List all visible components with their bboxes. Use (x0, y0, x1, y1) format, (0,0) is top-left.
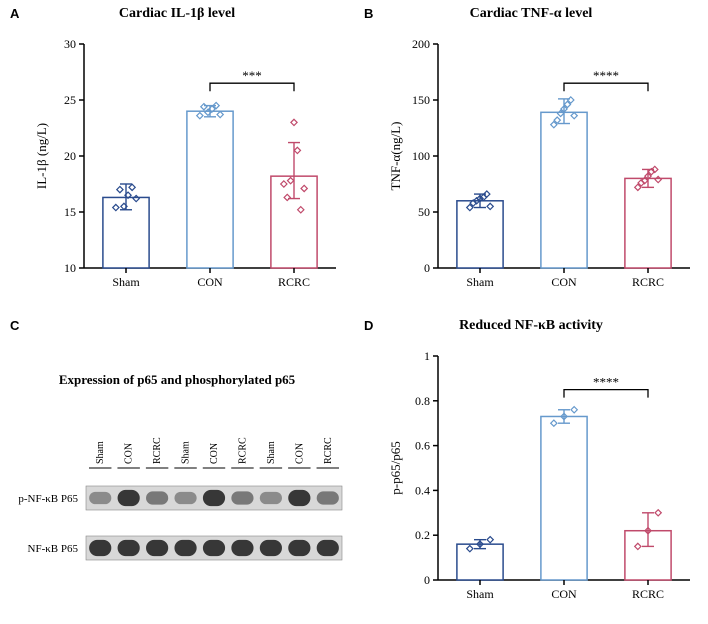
svg-text:CON: CON (209, 443, 220, 464)
svg-text:****: **** (593, 68, 619, 83)
svg-text:50: 50 (418, 205, 430, 219)
panel-d: D Reduced NF-κB activity 0 0.2 0.4 0.6 0.8 1 p… (354, 312, 708, 624)
panel-b-chart: 0 50 100 150 200 TNF-α(ng/L) Sham CON RCRC **** (382, 28, 702, 304)
svg-text:RCRC: RCRC (237, 437, 248, 464)
panel-a-title: Cardiac IL-1β level (0, 6, 354, 22)
svg-text:Sham: Sham (181, 441, 192, 464)
svg-text:20: 20 (64, 149, 76, 163)
svg-text:0: 0 (424, 261, 430, 275)
svg-text:Sham: Sham (95, 441, 106, 464)
svg-text:100: 100 (412, 149, 430, 163)
svg-text:Sham: Sham (466, 275, 494, 289)
figure-grid: A Cardiac IL-1β level 1015202530IL-1β (n… (0, 0, 708, 624)
svg-text:RCRC: RCRC (632, 587, 664, 601)
svg-text:RCRC: RCRC (632, 275, 664, 289)
svg-text:TNF-α(ng/L): TNF-α(ng/L) (388, 122, 403, 191)
svg-text:1: 1 (424, 349, 430, 363)
svg-text:RCRC: RCRC (278, 275, 310, 289)
panel-a: A Cardiac IL-1β level 10 15 20 25 30 IL-1β (n… (0, 0, 354, 312)
svg-text:CON: CON (551, 275, 577, 289)
svg-text:Sham: Sham (266, 441, 277, 464)
svg-text:CON: CON (124, 443, 135, 464)
svg-text:RCRC: RCRC (152, 437, 163, 464)
svg-text:IL-1β (ng/L): IL-1β (ng/L) (34, 123, 49, 189)
svg-text:***: *** (242, 68, 262, 83)
svg-text:30: 30 (64, 37, 76, 51)
svg-text:0: 0 (424, 573, 430, 587)
panel-a-chart: 10 15 20 25 30 IL-1β (ng/L) Sham CON RCRC *** (28, 28, 348, 304)
svg-text:200: 200 (412, 37, 430, 51)
svg-text:CON: CON (294, 443, 305, 464)
svg-text:****: **** (593, 375, 619, 390)
panel-b-title: Cardiac TNF-α level (354, 6, 708, 22)
svg-text:RCRC: RCRC (323, 437, 334, 464)
panel-d-title: Reduced NF-κB activity (354, 318, 708, 334)
panel-c-title: Expression of p65 and phosphorylated p65 (0, 372, 354, 388)
svg-text:10: 10 (64, 261, 76, 275)
svg-text:150: 150 (412, 93, 430, 107)
svg-text:Sham: Sham (466, 587, 494, 601)
panel-c-blot: Sham CON RCRC Sham CON RCRC Sham CON RCRC p-NF-κB… (8, 410, 348, 600)
panel-c: C Expression of p65 and phosphorylated p… (0, 312, 354, 624)
svg-text:CON: CON (197, 275, 223, 289)
svg-text:0.6: 0.6 (415, 439, 430, 453)
svg-text:p-NF-κB P65: p-NF-κB P65 (18, 493, 78, 505)
panel-a-letter: A (10, 6, 19, 21)
panel-d-chart: 0 0.2 0.4 0.6 0.8 1 p-p65/p65 Sham CON RCRC **** (382, 340, 702, 616)
panel-b-letter: B (364, 6, 373, 21)
panel-d-letter: D (364, 318, 373, 333)
svg-text:0.4: 0.4 (415, 483, 430, 497)
panel-b: B Cardiac TNF-α level 0 50 100 150 200 TNF-α(… (354, 0, 708, 312)
svg-text:p-p65/p65: p-p65/p65 (388, 441, 403, 494)
svg-text:NF-κB P65: NF-κB P65 (28, 543, 79, 555)
svg-text:CON: CON (551, 587, 577, 601)
svg-text:Sham: Sham (112, 275, 140, 289)
svg-text:0.8: 0.8 (415, 394, 430, 408)
svg-text:25: 25 (64, 93, 76, 107)
panel-c-letter: C (10, 318, 19, 333)
svg-text:15: 15 (64, 205, 76, 219)
svg-text:0.2: 0.2 (415, 528, 430, 542)
